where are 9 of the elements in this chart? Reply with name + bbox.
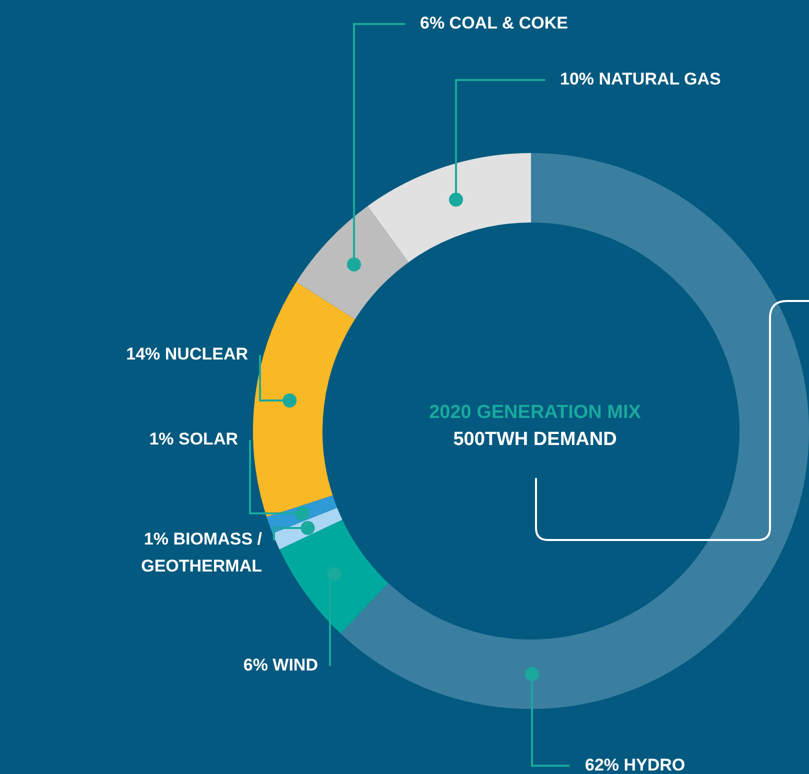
text: 500TWH DEMAND	[453, 429, 617, 450]
slice-label: 1% BIOMASS / GEOTHERMAL	[141, 530, 262, 576]
slice-label: 6% WIND	[243, 656, 318, 675]
slice-label: 1% SOLAR	[149, 430, 238, 449]
slice-label: 10% NATURAL GAS	[560, 70, 721, 89]
slice-label: 6% COAL & COKE	[420, 14, 568, 33]
slice-label: 62% HYDRO	[585, 756, 686, 774]
slice-label: 14% NUCLEAR	[126, 344, 248, 364]
text: 2020 GENERATION MIX	[429, 402, 642, 424]
